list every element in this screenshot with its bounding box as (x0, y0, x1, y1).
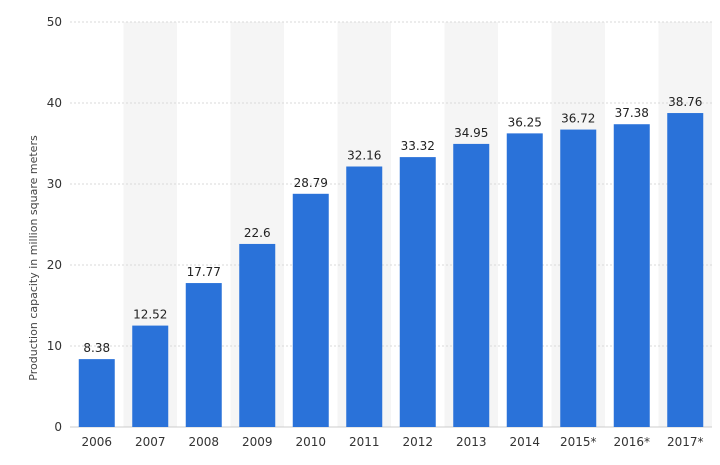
data-label: 37.38 (615, 106, 649, 120)
x-tick-label: 2011 (349, 435, 380, 449)
bar (613, 124, 650, 428)
data-label: 38.76 (668, 95, 702, 109)
x-tick-label: 2007 (135, 435, 166, 449)
data-label: 34.95 (454, 126, 488, 140)
y-tick-label: 50 (47, 15, 62, 29)
x-tick-label: 2008 (188, 435, 219, 449)
bar (399, 157, 436, 427)
data-labels: 8.38 12.52 17.77 22.6 28.79 32.16 33.32 34.95 36… (83, 95, 702, 355)
bar (292, 193, 329, 427)
data-label: 36.25 (508, 115, 542, 129)
data-label: 8.38 (83, 341, 110, 355)
data-label: 28.79 (294, 176, 328, 190)
bars (78, 113, 704, 428)
data-label: 36.72 (561, 112, 595, 126)
bar (239, 243, 276, 427)
y-axis-title: Production capacity in million square me… (27, 135, 40, 381)
data-label: 12.52 (133, 308, 167, 322)
bar (185, 283, 222, 427)
y-tick-label: 40 (47, 96, 62, 110)
y-tick-label: 30 (47, 177, 62, 191)
data-label: 17.77 (187, 265, 221, 279)
y-tick-label: 0 (54, 420, 62, 434)
x-tick-label: 2010 (295, 435, 326, 449)
x-tick-label: 2009 (242, 435, 273, 449)
data-label: 32.16 (347, 149, 381, 163)
bar (453, 143, 490, 427)
x-tick-label: 2015* (560, 435, 597, 449)
bar (560, 129, 597, 427)
x-tick-label: 2006 (81, 435, 112, 449)
y-axis-ticks: 0 10 20 30 40 50 (47, 15, 62, 434)
bar (667, 113, 704, 427)
bar (132, 325, 169, 427)
x-tick-label: 2016* (613, 435, 650, 449)
x-axis-ticks: 2006 2007 2008 2009 2010 2011 2012 2013 2014 2015… (81, 435, 703, 449)
bar (78, 359, 115, 427)
data-label: 22.6 (244, 226, 271, 240)
data-label: 33.32 (401, 139, 435, 153)
bar (506, 133, 543, 427)
x-tick-label: 2014 (509, 435, 540, 449)
bar (346, 166, 383, 427)
x-tick-label: 2012 (402, 435, 433, 449)
y-tick-label: 20 (47, 258, 62, 272)
y-tick-label: 10 (47, 339, 62, 353)
gridlines (70, 21, 712, 428)
x-tick-label: 2013 (456, 435, 487, 449)
x-tick-label: 2017* (667, 435, 704, 449)
